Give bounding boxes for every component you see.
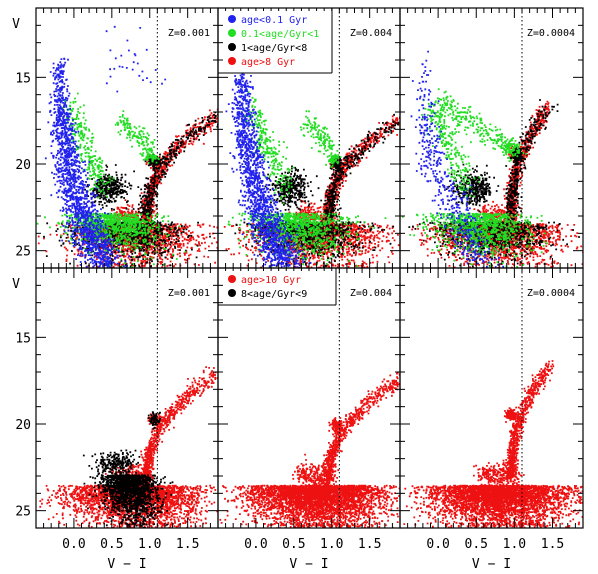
scatter-series-old1	[408, 99, 580, 268]
x-tick-label: 1.0	[138, 537, 161, 552]
legend-label: age>8 Gyr	[241, 57, 295, 68]
scatter-series-young	[410, 50, 505, 268]
y-tick-label: 15	[15, 71, 31, 86]
legend-label: age<0.1 Gyr	[241, 15, 307, 26]
y-tick-label: 15	[15, 331, 31, 346]
scatter-points	[402, 50, 583, 268]
scatter-series-mid	[402, 88, 549, 268]
metallicity-label: Z=0.004	[350, 28, 392, 39]
scatter-series-old2	[403, 360, 583, 528]
scatter-series-young	[44, 25, 167, 268]
scatter-points	[39, 366, 218, 528]
metallicity-label: Z=0.001	[168, 28, 210, 39]
y-tick-label: 20	[15, 418, 31, 433]
legend-label: age>10 Gyr	[241, 275, 301, 286]
x-tick-label: 0.0	[244, 537, 267, 552]
x-axis-label: V − I	[289, 557, 328, 572]
cmd-panel: Z=0.004 age<0.1 Gyr 0.1<age/Gyr<1 1<age/Gyr…	[217, 7, 401, 269]
scatter-series-old2	[411, 100, 583, 268]
x-tick-label: 0.0	[426, 537, 449, 552]
scatter-points	[223, 56, 400, 268]
scatter-series-mid	[36, 92, 187, 268]
x-tick-label: 1.5	[176, 537, 199, 552]
metallicity-label: Z=0.004	[350, 288, 392, 299]
legend: age<0.1 Gyr 0.1<age/Gyr<1 1<age/Gyr<8 age>8…	[218, 8, 333, 74]
x-tick-label: 0.5	[465, 537, 488, 552]
scatter-series-young	[225, 56, 312, 268]
y-axis-label: V	[12, 17, 20, 32]
legend-label: 1<age/Gyr<8	[241, 43, 307, 54]
legend-marker	[228, 289, 236, 297]
y-tick-label: 25	[15, 505, 31, 520]
x-tick-label: 0.0	[62, 537, 85, 552]
cmd-panel: 15 20 25 V 0.0 0.5 1.0 1.5 V − I Z=0.001	[12, 267, 219, 572]
legend-box	[224, 271, 336, 305]
y-axis-label: V	[12, 277, 20, 292]
x-tick-label: 0.5	[100, 537, 123, 552]
y-tick-label: 20	[15, 158, 31, 173]
legend-label: 8<age/Gyr<9	[241, 289, 307, 300]
metallicity-label: Z=0.001	[168, 288, 210, 299]
legend-marker	[228, 29, 236, 37]
legend-marker	[228, 15, 236, 23]
scatter-series-mid	[227, 91, 387, 267]
x-tick-label: 1.0	[503, 537, 526, 552]
x-tick-label: 1.5	[541, 537, 564, 552]
cmd-panel: 15 20 25 V Z=0.001	[12, 7, 219, 269]
legend-marker	[228, 43, 236, 51]
scatter-points	[219, 372, 400, 528]
cmd-panel: 0.0 0.5 1.0 1.5 V − I Z=0.004 age>10 Gyr 8<age/…	[217, 267, 401, 572]
x-axis-label: V − I	[472, 557, 511, 572]
x-tick-label: 1.5	[358, 537, 381, 552]
legend-label: 0.1<age/Gyr<1	[241, 29, 319, 40]
x-axis-label: V − I	[107, 557, 146, 572]
scatter-series-old1	[82, 411, 174, 528]
x-tick-label: 0.5	[282, 537, 305, 552]
legend-box	[224, 11, 332, 73]
y-tick-label: 25	[15, 245, 31, 260]
legend-marker	[228, 275, 236, 283]
cmd-panel: Z=0.0004	[399, 7, 584, 269]
x-tick-label: 1.0	[320, 537, 343, 552]
metallicity-label: Z=0.0004	[527, 28, 575, 39]
scatter-points	[36, 25, 218, 268]
scatter-points	[403, 360, 583, 528]
legend: age>10 Gyr 8<age/Gyr<9	[218, 268, 337, 306]
metallicity-label: Z=0.0004	[527, 288, 575, 299]
legend-marker	[228, 57, 236, 65]
scatter-series-old2	[39, 366, 218, 528]
scatter-series-old2	[219, 372, 400, 528]
cmd-panel: 0.0 0.5 1.0 1.5 V − I Z=0.0004	[399, 267, 584, 572]
